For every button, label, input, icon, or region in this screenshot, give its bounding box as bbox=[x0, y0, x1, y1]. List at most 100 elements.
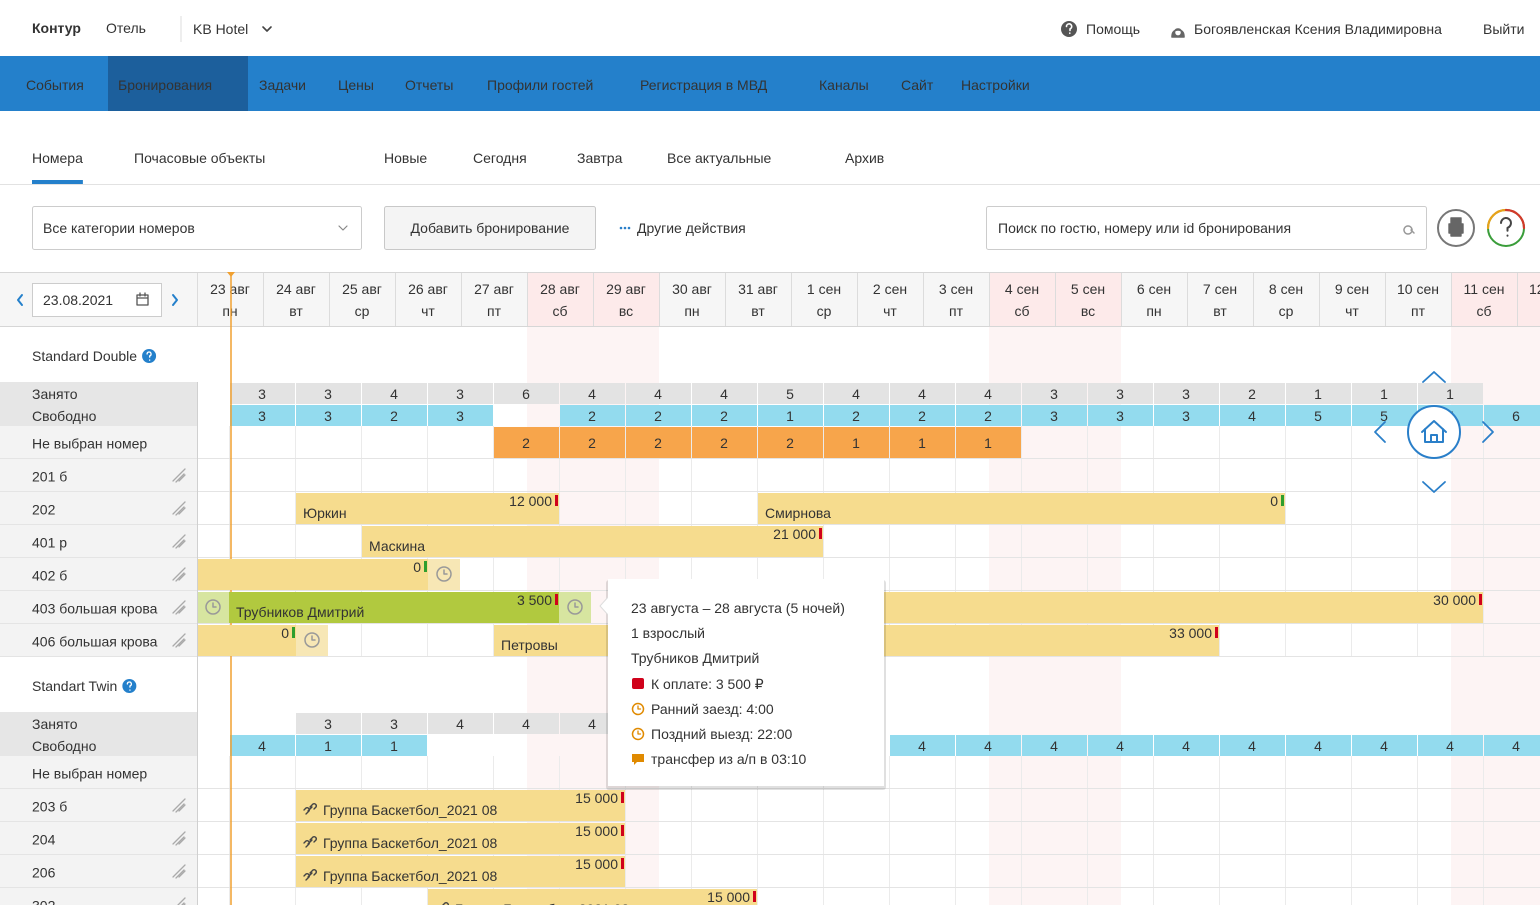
tooltip-payment: К оплате: 3 500 ₽ bbox=[651, 676, 764, 692]
count-value: 3 bbox=[324, 408, 332, 424]
tab[interactable]: Все актуальные bbox=[667, 150, 772, 166]
booking-amount: 21 000 bbox=[773, 526, 816, 542]
count-value: 4 bbox=[390, 386, 398, 402]
count-value: 5 bbox=[1380, 408, 1388, 424]
count-value: 3 bbox=[1182, 408, 1190, 424]
day-date: 2 сен bbox=[873, 281, 907, 297]
label-fade bbox=[166, 492, 197, 524]
day-date: 27 авг bbox=[474, 281, 514, 297]
count-value: 3 bbox=[324, 386, 332, 402]
label-fade bbox=[166, 624, 197, 656]
tab[interactable]: Новые bbox=[384, 150, 427, 166]
home-button[interactable] bbox=[1408, 406, 1460, 458]
row-label: Не выбран номер bbox=[32, 436, 147, 452]
booking-bar[interactable] bbox=[362, 526, 823, 557]
count-value: 4 bbox=[588, 386, 596, 402]
count-value: 1 bbox=[786, 408, 794, 424]
logout-link[interactable]: Выйти bbox=[1483, 21, 1524, 37]
label-fade bbox=[166, 459, 197, 491]
booking-bar[interactable] bbox=[197, 559, 428, 590]
row-label: Свободно bbox=[32, 738, 97, 754]
nav-item[interactable]: Каналы bbox=[819, 77, 869, 93]
nav-item[interactable]: Отчеты bbox=[405, 77, 453, 93]
day-weekday: ср bbox=[355, 303, 370, 319]
row-label: 201 б bbox=[32, 469, 67, 485]
payment-flag bbox=[292, 627, 295, 638]
add-booking-text: Добавить бронирование bbox=[411, 220, 570, 236]
day-weekday: вт bbox=[289, 303, 303, 319]
day-weekday: сб bbox=[552, 303, 567, 319]
nav-item[interactable]: Цены bbox=[338, 77, 374, 93]
count-value: 3 bbox=[456, 386, 464, 402]
payment-flag bbox=[621, 858, 624, 869]
tab[interactable]: Почасовые объекты bbox=[134, 150, 265, 166]
nav-item[interactable]: Бронирования bbox=[118, 77, 212, 93]
day-date: 1 сен bbox=[807, 281, 841, 297]
nav-item[interactable]: Профили гостей bbox=[487, 77, 593, 93]
guest-name: Трубников Дмитрий bbox=[236, 604, 364, 620]
count-value: 1 bbox=[390, 738, 398, 754]
date-input-text: 23.08.2021 bbox=[43, 292, 113, 308]
tab[interactable]: Архив bbox=[845, 150, 884, 166]
nav-item[interactable]: События bbox=[26, 77, 84, 93]
search-placeholder: Поиск по гостю, номеру или id бронирован… bbox=[998, 220, 1291, 236]
more-actions-link[interactable]: Другие действия bbox=[637, 220, 746, 236]
tab[interactable]: Номера bbox=[32, 150, 83, 166]
booking-amount: 0 bbox=[413, 559, 421, 575]
nav-item[interactable]: Задачи bbox=[259, 77, 306, 93]
count-value: 2 bbox=[918, 408, 926, 424]
count-value: 4 bbox=[1380, 738, 1388, 754]
unassigned-count: 2 bbox=[654, 435, 662, 451]
day-date: 3 сен bbox=[939, 281, 973, 297]
scroll-down bbox=[1423, 482, 1445, 492]
day-date: 28 авг bbox=[540, 281, 580, 297]
count-value: 4 bbox=[1512, 738, 1520, 754]
hotel-select[interactable]: KB Hotel bbox=[193, 21, 248, 37]
nav-item[interactable]: Настройки bbox=[961, 77, 1030, 93]
count-value: 6 bbox=[522, 386, 530, 402]
guest-name: Маскина bbox=[369, 538, 425, 554]
count-value: 1 bbox=[1314, 386, 1322, 402]
day-date: 7 сен bbox=[1203, 281, 1237, 297]
nav-item[interactable]: Регистрация в МВД bbox=[640, 77, 768, 93]
day-weekday: вс bbox=[619, 303, 633, 319]
booking-bar[interactable] bbox=[758, 493, 1285, 524]
dots-icon bbox=[628, 227, 631, 230]
category-select-text: Все категории номеров bbox=[43, 220, 195, 236]
dots-icon bbox=[624, 227, 627, 230]
user-name[interactable]: Богоявленская Ксения Владимировна bbox=[1194, 21, 1442, 37]
row-label: 202 bbox=[32, 502, 56, 518]
count-value: 4 bbox=[918, 738, 926, 754]
booking-amount: 30 000 bbox=[1433, 592, 1476, 608]
day-date: 4 сен bbox=[1005, 281, 1039, 297]
count-value: 5 bbox=[786, 386, 794, 402]
guest-name: Группа Баскетбол_2021 08 bbox=[323, 835, 498, 851]
count-value: 4 bbox=[1248, 738, 1256, 754]
payment-flag bbox=[1281, 495, 1284, 506]
day-weekday: пн bbox=[222, 303, 237, 319]
day-weekday: вт bbox=[751, 303, 765, 319]
count-value: 2 bbox=[1248, 386, 1256, 402]
row-label: Свободно bbox=[32, 408, 97, 424]
count-value: 2 bbox=[390, 408, 398, 424]
day-weekday: пн bbox=[684, 303, 699, 319]
row-label: Занято bbox=[32, 716, 78, 732]
help-link[interactable]: Помощь bbox=[1086, 21, 1140, 37]
count-value: 3 bbox=[1050, 386, 1058, 402]
tooltip-note: трансфер из а/п в 03:10 bbox=[651, 751, 807, 767]
nav-item[interactable]: Сайт bbox=[901, 77, 934, 93]
count-value: 3 bbox=[324, 716, 332, 732]
count-value: 3 bbox=[258, 408, 266, 424]
tab[interactable]: Сегодня bbox=[473, 150, 527, 166]
booking-amount: 15 000 bbox=[575, 856, 618, 872]
booking-amount: 15 000 bbox=[707, 889, 750, 905]
count-value: 4 bbox=[852, 386, 860, 402]
tab[interactable]: Завтра bbox=[577, 150, 623, 166]
count-value: 4 bbox=[1050, 738, 1058, 754]
day-date: 11 сен bbox=[1464, 281, 1505, 297]
count-value: 3 bbox=[1050, 408, 1058, 424]
label-fade bbox=[166, 789, 197, 821]
row-label: Не выбран номер bbox=[32, 766, 147, 782]
guest-name: Группа Баскетбол_2021 08 bbox=[323, 868, 498, 884]
